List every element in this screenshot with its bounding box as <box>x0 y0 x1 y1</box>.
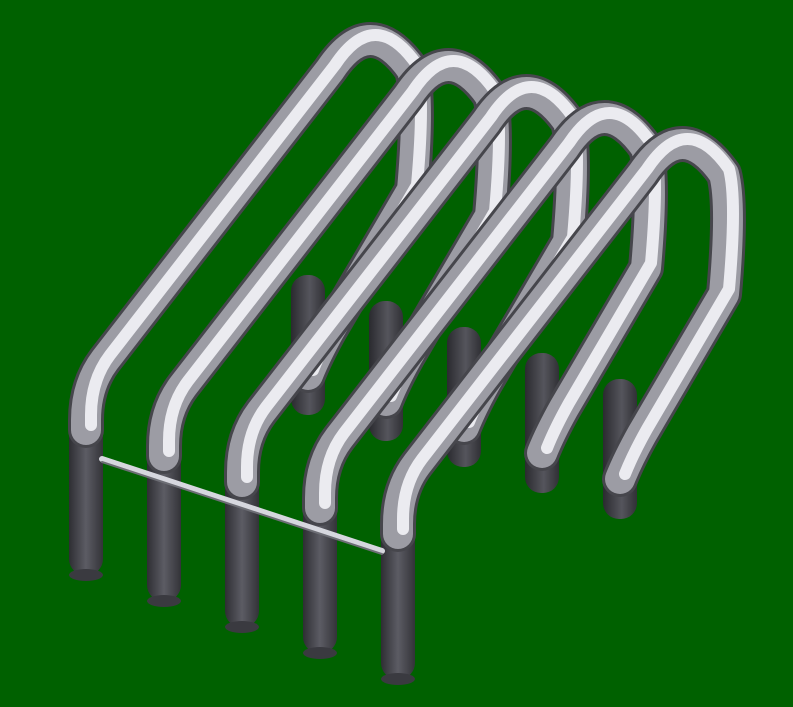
foot-cap <box>147 595 181 607</box>
front-leg <box>69 420 103 575</box>
foot-cap <box>69 569 103 581</box>
tube-highlight <box>397 133 739 535</box>
foot-cap <box>381 673 415 685</box>
crossbar <box>99 456 385 554</box>
tube-loops <box>68 22 746 685</box>
tube-loop <box>302 100 668 659</box>
tube-highlight <box>319 107 661 509</box>
tube-loop <box>380 126 746 685</box>
foot-cap <box>225 621 259 633</box>
foot-cap <box>303 647 337 659</box>
crossbar-shadow <box>101 461 383 555</box>
front-leg <box>381 524 415 679</box>
